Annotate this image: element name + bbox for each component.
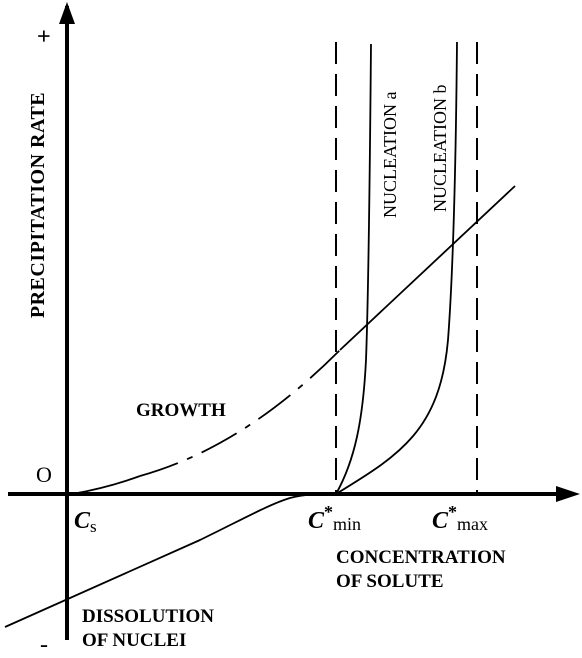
y-axis-plus-sign: + (32, 29, 58, 43)
nucleation-a-curve (335, 43, 372, 495)
growth-curve-dashed (139, 349, 341, 477)
cmax-label: C*max (432, 502, 488, 534)
cs-label: Cs (74, 508, 97, 536)
dissolution-label-line2: OF NUCLEI (82, 630, 186, 651)
origin-label: O (36, 462, 52, 487)
x-axis-label-line1: CONCENTRATION (336, 547, 506, 568)
y-axis-arrowhead (59, 2, 75, 24)
growth-curve-start (71, 475, 141, 495)
nucleation-b-label: NUCLEATION b (430, 85, 450, 213)
growth-label: GROWTH (136, 400, 226, 421)
nucleation-b-curve (335, 41, 458, 495)
cmin-label: C*min (308, 502, 361, 534)
dissolution-curve (4, 493, 337, 628)
nucleation-a-label: NUCLEATION a (380, 92, 400, 218)
x-axis-arrowhead (556, 486, 580, 502)
dissolution-label-line1: DISSOLUTION (82, 606, 214, 627)
growth-curve-end (339, 185, 516, 351)
y-axis-minus-sign: - (40, 632, 48, 658)
x-axis-label-line2: OF SOLUTE (336, 571, 444, 592)
y-axis-label: PRECIPITATION RATE (27, 92, 49, 318)
